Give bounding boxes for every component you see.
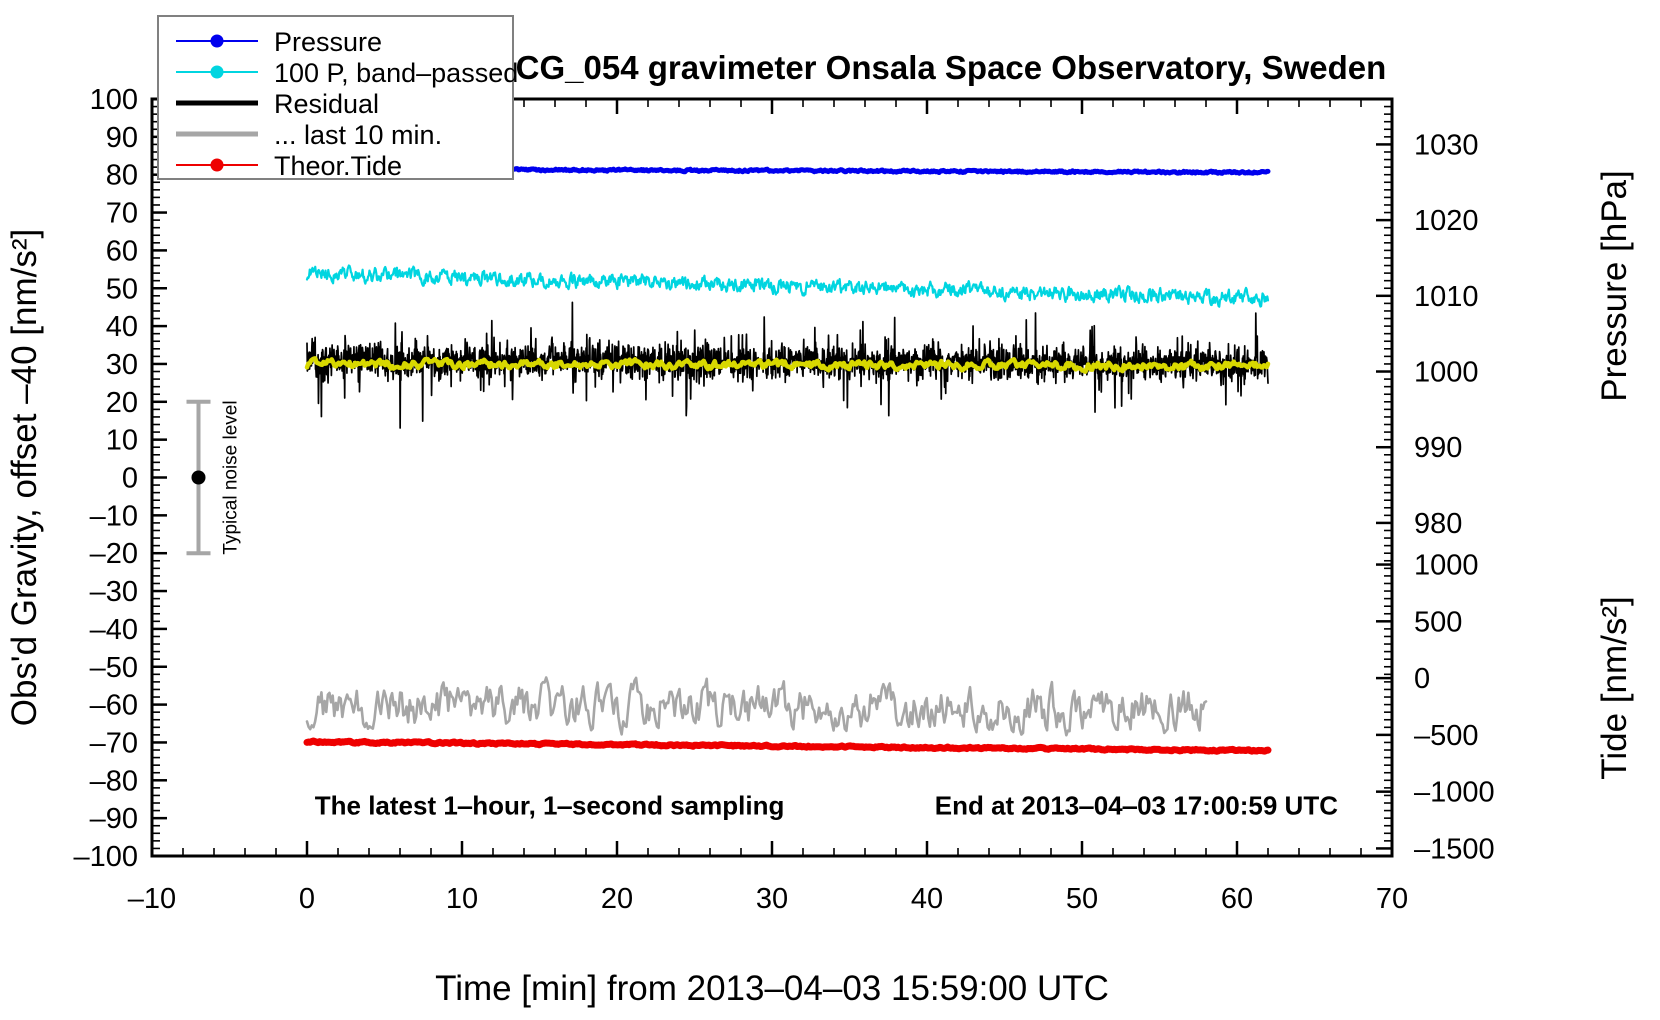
legend-label: Pressure: [274, 27, 382, 57]
y-tick-label: 70: [106, 198, 138, 230]
y-axis-title: Obs'd Gravity, offset ‒40 [nm/s²]: [5, 229, 44, 727]
y-tick-label: ‒50: [90, 652, 138, 684]
x-tick-label: 70: [1376, 883, 1408, 915]
y-tick-label: 60: [106, 235, 138, 267]
legend-item-theor-tide[interactable]: Theor.Tide: [176, 151, 402, 181]
y-tick-label: 100: [90, 84, 138, 116]
y-tick-label: 40: [106, 311, 138, 343]
y-tick-label: 90: [106, 122, 138, 154]
y-tick-label: ‒60: [90, 690, 138, 722]
x-tick-label: 20: [601, 883, 633, 915]
sampling-note: The latest 1‒hour, 1‒second sampling: [315, 790, 785, 820]
legend-label: ... last 10 min.: [274, 120, 442, 150]
y-tick-label: ‒20: [90, 538, 138, 570]
trace-last-10-min: [305, 676, 1208, 737]
y-tick-label: ‒80: [90, 765, 138, 797]
x-tick-label: ‒10: [128, 883, 176, 915]
end-time-note: End at 2013‒04‒03 17:00:59 UTC: [935, 790, 1338, 820]
pressure-tick-label: 980: [1414, 508, 1462, 540]
pressure-tick-label: 1000: [1414, 357, 1479, 389]
y-tick-label: 0: [122, 463, 138, 495]
x-axis-title: Time [min] from 2013‒04‒03 15:59:00 UTC: [435, 969, 1109, 1008]
x-tick-label: 10: [446, 883, 478, 915]
pressure-tick-label: 990: [1414, 432, 1462, 464]
y-tick-label: 50: [106, 273, 138, 305]
legend-label: Theor.Tide: [274, 151, 402, 181]
tide-tick-label: 1000: [1414, 550, 1479, 582]
pressure-tick-label: 1020: [1414, 205, 1479, 237]
trace-residual-smoothed: [304, 356, 1271, 374]
noise-level-label: Typical noise level: [221, 400, 242, 554]
trace-theor-tide: [303, 737, 1272, 755]
plot-frame: [150, 97, 1394, 858]
tide-tick-label: ‒500: [1414, 720, 1479, 752]
tide-tick-label: ‒1500: [1414, 833, 1495, 865]
tide-tick-label: 500: [1414, 606, 1462, 638]
y-tick-label: 20: [106, 387, 138, 419]
tide-tick-label: ‒1000: [1414, 777, 1495, 809]
axis-tick-labels: ‒10 0 10 20 30 40 50 60 701009080706050403020100…: [73, 84, 1494, 915]
y-tick-label: 80: [106, 160, 138, 192]
legend-item-last-10-min[interactable]: ... last 10 min.: [176, 120, 442, 150]
y-tick-label: ‒40: [90, 614, 138, 646]
y-tick-label: ‒100: [73, 841, 138, 873]
y-axis-title-pressure: Pressure [hPa]: [1595, 170, 1634, 402]
y-axis-title-tide: Tide [nm/s²]: [1595, 596, 1634, 779]
typical-noise-level-marker: Typical noise level: [186, 399, 242, 556]
chart-title: SCG_054 gravimeter Onsala Space Observat…: [494, 49, 1387, 86]
noise-center-dot: [191, 470, 206, 485]
legend-marker-dot: [210, 158, 224, 172]
x-tick-label: 40: [911, 883, 943, 915]
legend-label: Residual: [274, 89, 379, 119]
legend-marker-dot: [210, 34, 224, 48]
trace-band-passed: [305, 264, 1270, 308]
pressure-tick-label: 1010: [1414, 281, 1479, 313]
legend-item-pressure[interactable]: Pressure: [176, 27, 382, 57]
tide-tick-label: 0: [1414, 663, 1430, 695]
pressure-tick-label: 1030: [1414, 129, 1479, 161]
legend-label: 100 P, band‒passed: [274, 58, 518, 88]
x-tick-label: 60: [1221, 883, 1253, 915]
y-tick-label: ‒30: [90, 576, 138, 608]
y-tick-label: ‒70: [90, 727, 138, 759]
legend-item-residual[interactable]: Residual: [176, 89, 379, 119]
legend-item-100-p-band-passed[interactable]: 100 P, band‒passed: [176, 58, 518, 88]
legend-marker-dot: [210, 65, 224, 79]
x-tick-label: 0: [299, 883, 315, 915]
y-tick-label: ‒90: [90, 803, 138, 835]
x-tick-label: 50: [1066, 883, 1098, 915]
y-tick-label: 10: [106, 425, 138, 457]
y-tick-label: 30: [106, 349, 138, 381]
y-tick-label: ‒10: [90, 500, 138, 532]
x-tick-label: 30: [756, 883, 788, 915]
